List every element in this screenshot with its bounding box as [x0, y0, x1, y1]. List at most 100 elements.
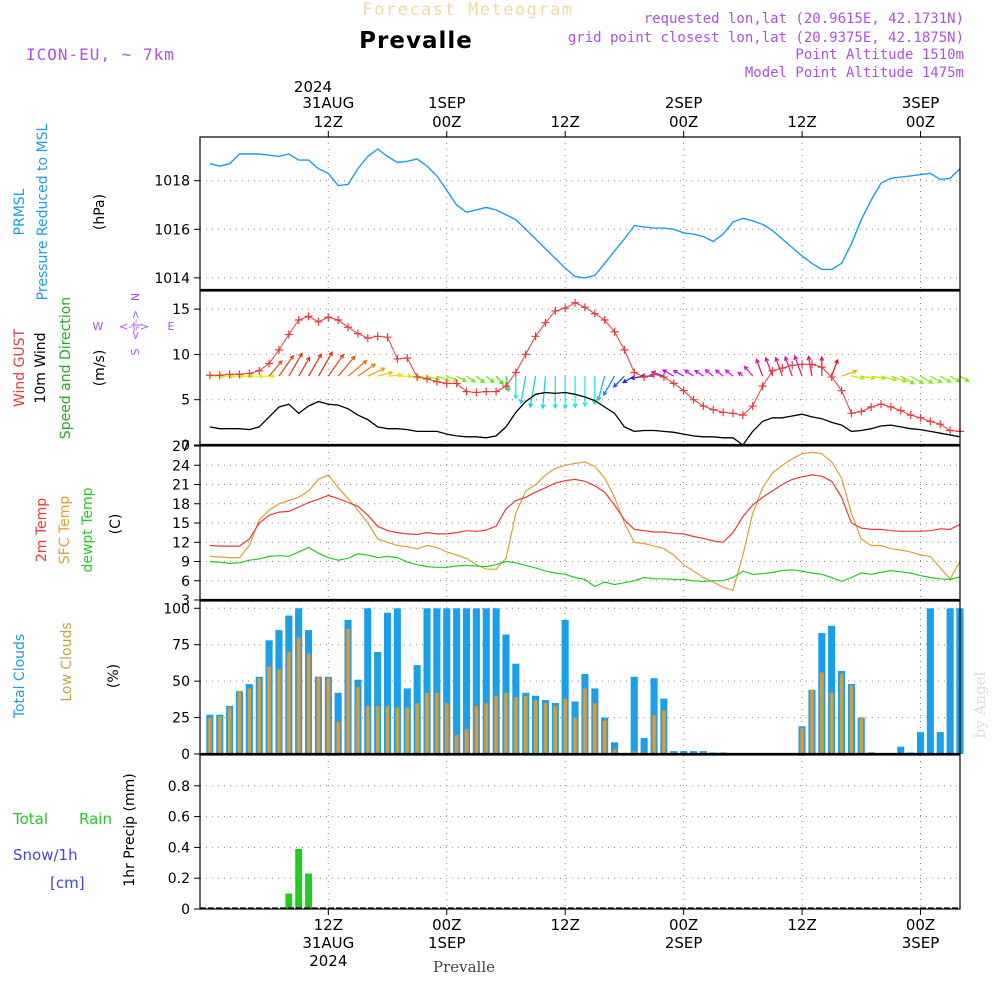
wind-arrowhead [513, 394, 519, 400]
gust-point [600, 315, 609, 324]
gust-point [867, 402, 876, 411]
bottom-time-label: 3SEP [902, 934, 940, 952]
low-cloud-bar [503, 692, 509, 755]
wind-direction-arrow [662, 369, 675, 377]
wind-arrowhead [694, 369, 700, 375]
total-cloud-bar [611, 742, 619, 754]
low-cloud-bar [247, 688, 252, 755]
gust-point [748, 402, 757, 411]
gust-point [413, 373, 422, 382]
requested-coords: requested lon,lat (20.9615E, 42.1731N) [644, 11, 964, 27]
precip-ytick-label: 0.2 [168, 871, 190, 887]
temp-label-2m: 2m Temp [34, 498, 50, 562]
wind-direction-arrow [597, 375, 606, 401]
low-cloud-bar [365, 705, 371, 755]
wind-arrowhead [755, 358, 760, 364]
top-time-label: 1SEP [428, 94, 466, 112]
temp-sfc-line [209, 451, 961, 592]
wind-direction-arrow [900, 375, 915, 385]
low-cloud-bar [592, 702, 598, 755]
wind-direction-arrow [367, 367, 385, 377]
pressure-panel: 1014 1016 1018 [154, 137, 960, 290]
clouds-ytick-label: 0 [181, 747, 190, 763]
wind-direction-arrow [495, 375, 504, 385]
gust-point [265, 359, 274, 368]
wind-direction-arrow [831, 359, 839, 377]
bottom-time-label: 00Z [906, 916, 935, 934]
low-cloud-bar [809, 689, 815, 755]
footer-location: Prevalle [433, 958, 495, 976]
gust-point [709, 405, 718, 414]
wind-arrowhead [562, 404, 568, 410]
wind-arrowhead [339, 353, 345, 359]
precip-label-cm: [cm] [50, 874, 85, 892]
temp-unit: (C) [108, 514, 124, 535]
wind-arrowhead [380, 367, 386, 372]
wind-direction-arrow [613, 375, 625, 388]
gust-point [926, 417, 935, 426]
pressure-line [209, 148, 961, 279]
bottom-time-label: 31AUG [302, 934, 354, 952]
rain-bar [305, 873, 312, 909]
temp-ytick-label: 21 [172, 478, 190, 494]
top-time-label: 3SEP [902, 94, 940, 112]
wind-direction-arrow [268, 360, 283, 377]
gust-point [580, 303, 589, 312]
low-cloud-bar [474, 705, 479, 755]
bottom-time-label: 2024 [309, 952, 347, 970]
gust-point [659, 373, 668, 382]
low-cloud-bar [227, 707, 232, 755]
wind-direction-arrow [841, 370, 857, 377]
gust-point [531, 332, 540, 341]
wind-unit: (m/s) [92, 350, 108, 387]
gust-point [896, 406, 905, 415]
gust-point [462, 387, 471, 396]
gust-point [679, 386, 688, 395]
bottom-time-label: 00Z [669, 916, 698, 934]
gust-point [689, 395, 698, 404]
wind-direction-arrow [317, 352, 333, 377]
total-cloud-bar [936, 732, 944, 754]
gust-point [344, 323, 353, 332]
wind-arrowhead [305, 356, 311, 362]
total-cloud-bar [897, 746, 905, 754]
low-cloud-bar [513, 696, 519, 755]
top-time-label: 2SEP [665, 94, 703, 112]
low-cloud-bar [296, 637, 302, 755]
gust-point [235, 370, 244, 379]
gust-point [304, 312, 313, 321]
wind-direction-arrow [684, 369, 694, 377]
precip-unit: 1hr Precip (mm) [122, 773, 138, 886]
wind-arrowhead [603, 390, 608, 397]
pressure-label-prmsl: PRMSL [12, 188, 28, 235]
wind-frame [199, 290, 961, 446]
top-year: 2024 [294, 78, 332, 96]
temp-panel: 3 6 9 12 15 18 21 24 27 [172, 439, 960, 609]
bottom-time-label: 2SEP [665, 934, 703, 952]
wind-arrowhead [662, 369, 668, 374]
low-cloud-bar [345, 628, 351, 755]
temp-ytick-label: 12 [172, 535, 190, 551]
total-cloud-bar [917, 732, 925, 754]
total-cloud-bar [453, 608, 461, 754]
bottom-time-label: 1SEP [428, 934, 466, 952]
wind-arrowhead [350, 355, 356, 361]
wind-arrowhead [784, 355, 789, 361]
gust-point [738, 411, 747, 420]
wind-arrowhead [596, 396, 602, 402]
wind-arrowhead [270, 373, 276, 379]
temp-label-sfc: SFC Temp [57, 496, 73, 565]
wind-arrowhead [388, 370, 394, 376]
wind-direction-arrow [377, 371, 393, 377]
total-cloud-bar [423, 608, 431, 754]
bottom-time-label: 12Z [551, 916, 580, 934]
precip-ytick-label: 0.4 [168, 840, 190, 856]
wind-arrowhead [470, 378, 476, 383]
low-cloud-bar [464, 728, 469, 755]
cloud-label-total: Total Clouds [12, 634, 28, 719]
pressure-ytick-label: 1016 [154, 222, 190, 238]
pressure-label-msl: Pressure Reduced to MSL [35, 123, 51, 300]
low-cloud-bar [375, 705, 381, 755]
